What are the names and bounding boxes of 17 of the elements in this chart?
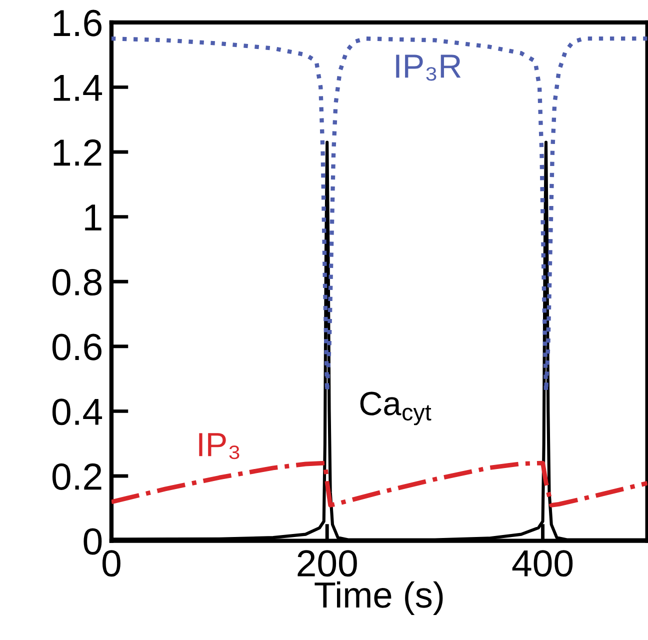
y-tick-label: 1 — [85, 204, 102, 230]
y-tick-label: 1.6 — [54, 10, 102, 36]
y-tick-label: 1.2 — [54, 139, 102, 166]
series-label: Ca$_{cyt}$ — [360, 392, 432, 426]
y-tick-label: 0.6 — [52, 334, 102, 360]
y-tick-label: 0.8 — [52, 269, 102, 296]
series-label: IP₃ — [199, 433, 240, 460]
y-tick-label: 1.4 — [54, 74, 102, 101]
x-tick-label: 400 — [512, 550, 573, 577]
y-tick-label: 0.2 — [52, 463, 102, 490]
line-series — [111, 460, 648, 508]
x-tick-label: 200 — [298, 550, 357, 577]
x-axis-title: Time (s) — [314, 581, 443, 615]
y-tick-label: 0 — [84, 528, 102, 555]
series-label: IP₃R — [396, 54, 461, 81]
y-tick-label: 0.4 — [52, 398, 102, 426]
x-tick-label: 0 — [102, 550, 120, 577]
